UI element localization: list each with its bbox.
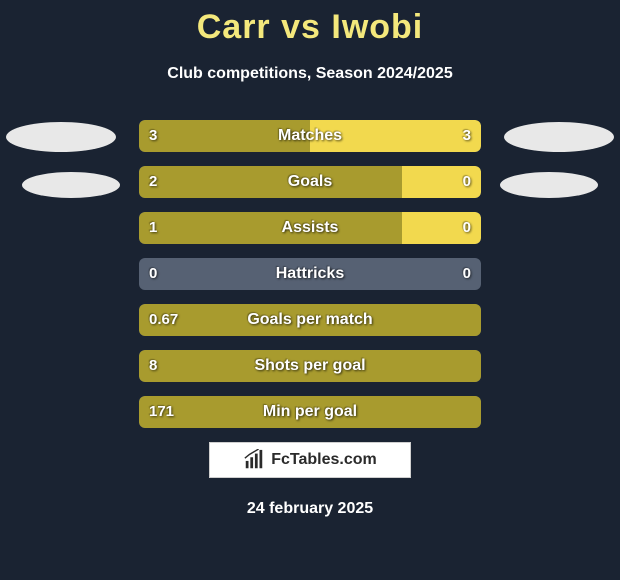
stat-label: Goals bbox=[139, 166, 481, 198]
stat-value-right: 3 bbox=[453, 120, 481, 152]
stat-value-left: 0.67 bbox=[139, 304, 188, 336]
stat-value-left: 2 bbox=[139, 166, 167, 198]
stat-value-right: 0 bbox=[453, 166, 481, 198]
stat-label: Matches bbox=[139, 120, 481, 152]
stat-value-right bbox=[461, 350, 481, 382]
stat-value-right: 0 bbox=[453, 258, 481, 290]
stat-row: Min per goal171 bbox=[139, 396, 481, 428]
player1-crest-lower bbox=[22, 172, 120, 198]
player2-crest-lower bbox=[500, 172, 598, 198]
stat-row: Goals per match0.67 bbox=[139, 304, 481, 336]
stat-label: Shots per goal bbox=[139, 350, 481, 382]
stat-row: Shots per goal8 bbox=[139, 350, 481, 382]
stat-row: Assists1 0 bbox=[139, 212, 481, 244]
comparison-chart: Matches33Goals20Assists10Hattricks00Goal… bbox=[0, 120, 620, 442]
player1-crest-upper bbox=[6, 122, 116, 152]
branding-badge: FcTables.com bbox=[209, 442, 411, 478]
stat-row: Hattricks0 0 bbox=[139, 258, 481, 290]
stat-label: Goals per match bbox=[139, 304, 481, 336]
stat-label: Min per goal bbox=[139, 396, 481, 428]
stat-row: Goals2 0 bbox=[139, 166, 481, 198]
stat-label: Assists bbox=[139, 212, 481, 244]
page-subtitle: Club competitions, Season 2024/2025 bbox=[0, 65, 620, 83]
page-title: Carr vs Iwobi bbox=[0, 0, 620, 47]
stat-rows: Matches33Goals20Assists10Hattricks00Goal… bbox=[139, 120, 481, 428]
stat-value-right bbox=[461, 396, 481, 428]
stat-label: Hattricks bbox=[139, 258, 481, 290]
stat-value-left: 0 bbox=[139, 258, 167, 290]
stat-value-right: 0 bbox=[453, 212, 481, 244]
generated-date: 24 february 2025 bbox=[0, 500, 620, 518]
stat-value-left: 171 bbox=[139, 396, 184, 428]
chart-icon bbox=[243, 449, 265, 471]
player2-crest-upper bbox=[504, 122, 614, 152]
stat-value-left: 3 bbox=[139, 120, 167, 152]
branding-text: FcTables.com bbox=[271, 451, 377, 469]
stat-value-left: 1 bbox=[139, 212, 167, 244]
stat-value-left: 8 bbox=[139, 350, 167, 382]
stat-row: Matches3 3 bbox=[139, 120, 481, 152]
stat-value-right bbox=[461, 304, 481, 336]
